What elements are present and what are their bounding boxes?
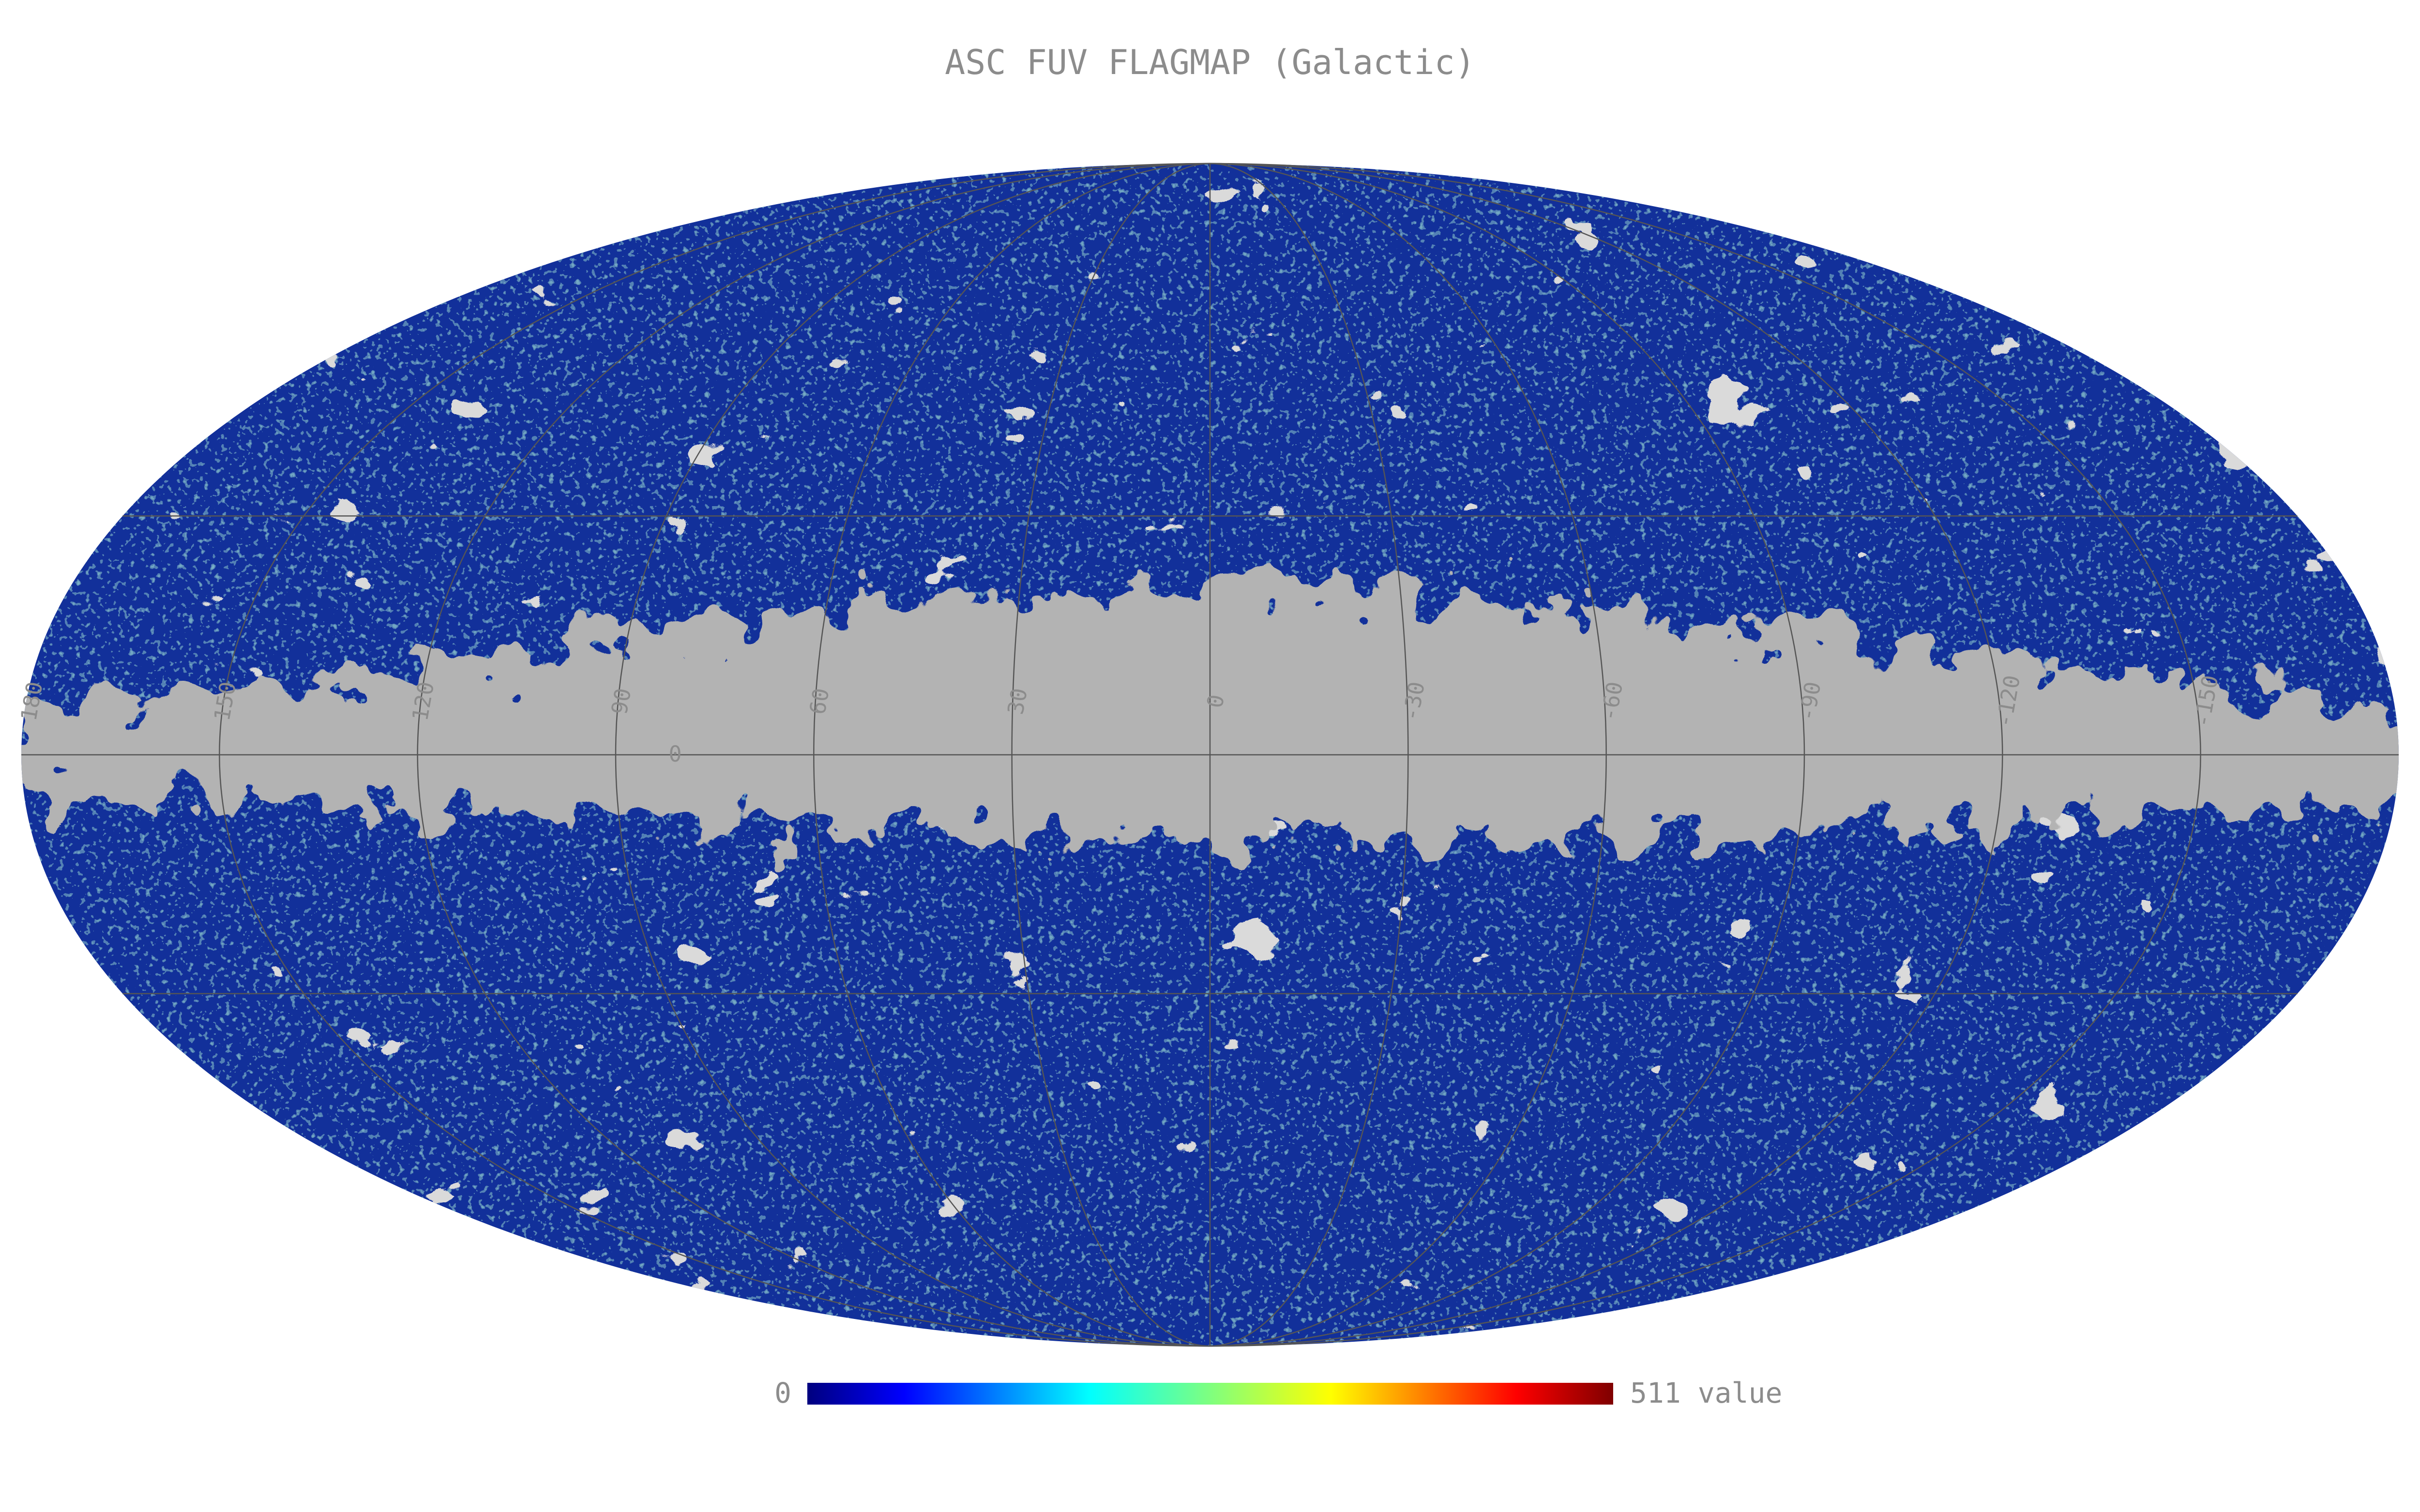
meridian [417,163,1210,1347]
longitude-label: 60 [804,686,834,717]
latitude-label: 0 [668,741,681,767]
colorbar-max: 511 [1630,1377,1681,1409]
colorbar-min: 0 [774,1377,791,1409]
meridian [813,163,1210,1347]
meridian [1210,163,2003,1347]
meridian [1210,163,2201,1347]
meridian [1210,163,1805,1347]
longitude-label: 30 [1002,686,1032,717]
meridian [1210,163,1607,1347]
map-title: ASC FUV FLAGMAP (Galactic) [945,43,1475,82]
longitude-label: 90 [606,686,636,717]
meridian [1011,163,1210,1347]
colorbar-unit: value [1698,1377,1783,1409]
meridian [615,163,1210,1347]
colorbar [807,1383,1613,1405]
meridian [219,163,1210,1347]
meridian [1210,163,1409,1347]
